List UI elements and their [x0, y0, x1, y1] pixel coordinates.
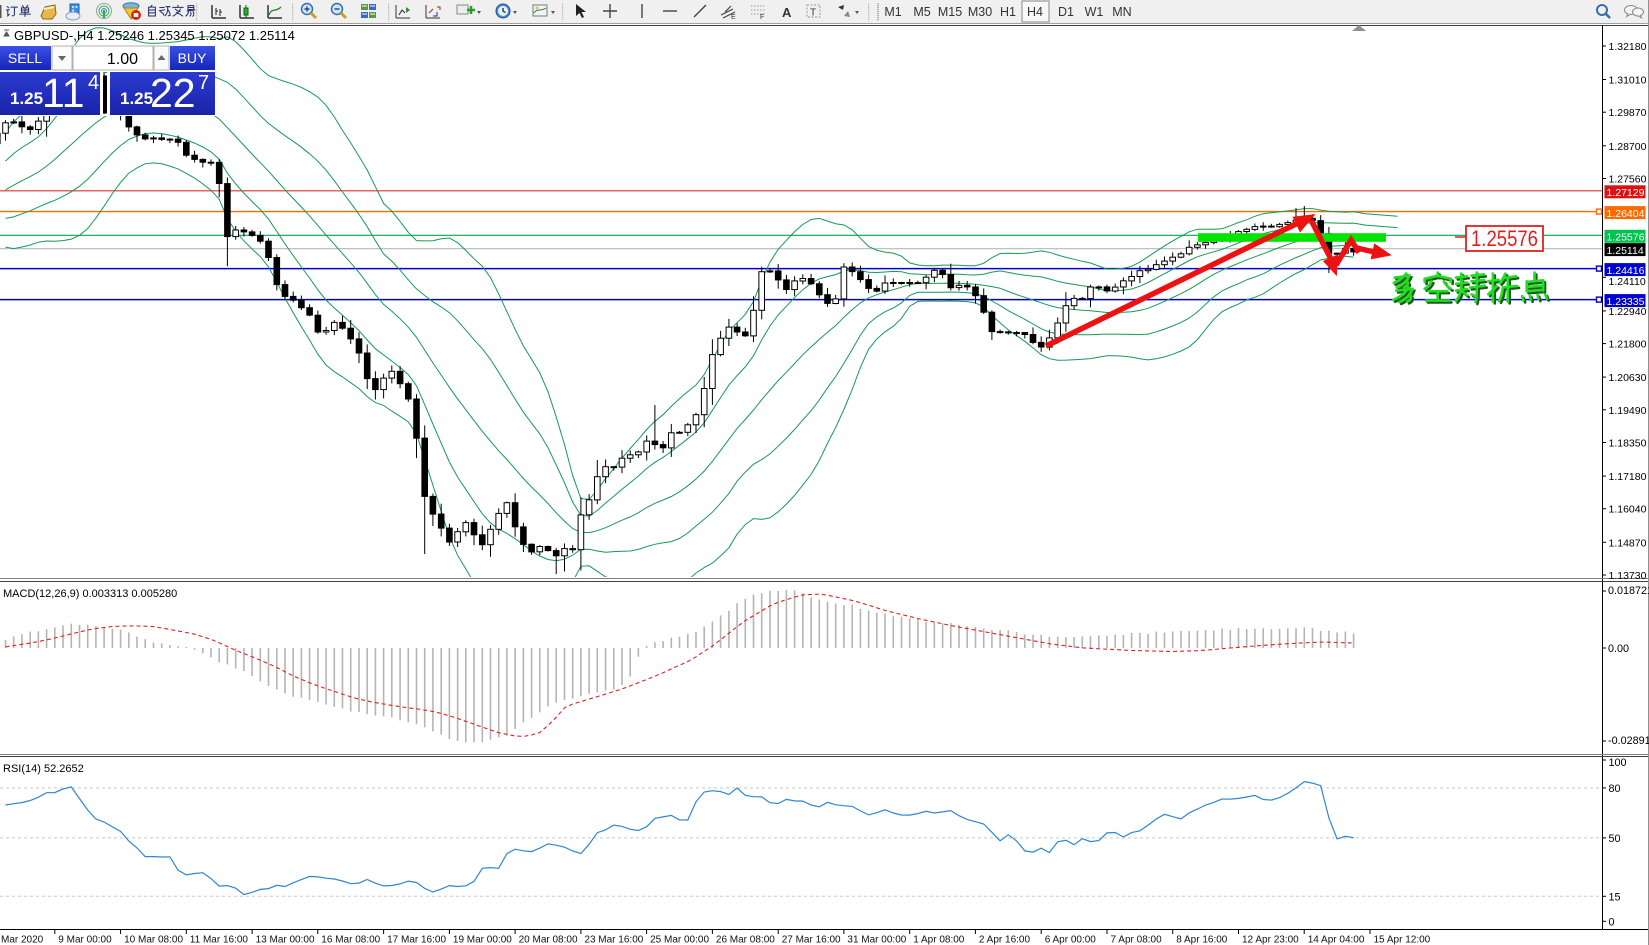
svg-text:4: 4: [88, 72, 99, 94]
svg-text:1.18350: 1.18350: [1609, 438, 1647, 450]
svg-text:19 Mar 00:00: 19 Mar 00:00: [453, 935, 512, 945]
svg-text:80: 80: [1609, 783, 1621, 795]
svg-text:1.23335: 1.23335: [1607, 296, 1645, 308]
svg-text:1.24416: 1.24416: [1607, 265, 1645, 277]
svg-text:0.00: 0.00: [1608, 643, 1629, 655]
svg-text:0: 0: [1609, 916, 1615, 928]
svg-text:1.21800: 1.21800: [1609, 339, 1647, 351]
svg-text:16 Mar 08:00: 16 Mar 08:00: [321, 935, 380, 945]
svg-text:1.26404: 1.26404: [1607, 208, 1645, 220]
svg-text:8 Apr 16:00: 8 Apr 16:00: [1176, 935, 1228, 945]
svg-text:0.018721: 0.018721: [1608, 585, 1649, 597]
svg-text:1.25: 1.25: [120, 89, 153, 108]
svg-text:1.27560: 1.27560: [1609, 174, 1647, 186]
svg-text:27 Mar 16:00: 27 Mar 16:00: [782, 935, 841, 945]
svg-text:Mar 2020: Mar 2020: [1, 935, 44, 945]
svg-text:-0.028913: -0.028913: [1608, 735, 1649, 747]
svg-text:7: 7: [198, 72, 209, 94]
svg-text:1.13730: 1.13730: [1609, 570, 1647, 582]
svg-text:6 Apr 00:00: 6 Apr 00:00: [1045, 935, 1097, 945]
svg-text:17 Mar 16:00: 17 Mar 16:00: [387, 935, 446, 945]
svg-text:1.25576: 1.25576: [1607, 232, 1645, 244]
svg-text:11 Mar 16:00: 11 Mar 16:00: [190, 935, 249, 945]
svg-text:13 Mar 00:00: 13 Mar 00:00: [256, 935, 315, 945]
svg-text:A: A: [782, 5, 792, 20]
svg-text:M5: M5: [913, 5, 930, 19]
svg-text:15 Apr 12:00: 15 Apr 12:00: [1374, 935, 1431, 945]
svg-text:22: 22: [150, 70, 196, 116]
svg-text:1.31010: 1.31010: [1609, 75, 1647, 87]
svg-text:MN: MN: [1112, 5, 1131, 19]
svg-text:1.32180: 1.32180: [1609, 41, 1647, 53]
svg-text:W1: W1: [1085, 5, 1104, 19]
svg-text:1.20630: 1.20630: [1609, 372, 1647, 384]
svg-text:11: 11: [42, 70, 85, 116]
svg-text:M15: M15: [938, 5, 962, 19]
svg-text:GBPUSD-,H4 1.25246 1.25345 1.: GBPUSD-,H4 1.25246 1.25345 1.25072 1.251…: [14, 28, 295, 43]
svg-text:E: E: [731, 14, 736, 21]
svg-text:100: 100: [1609, 757, 1627, 769]
svg-text:1.22940: 1.22940: [1609, 306, 1647, 318]
svg-text:RSI(14) 52.2652: RSI(14) 52.2652: [3, 763, 84, 775]
svg-text:1.27129: 1.27129: [1607, 187, 1645, 199]
svg-text:T: T: [810, 8, 816, 19]
svg-text:1.25576: 1.25576: [1471, 226, 1538, 251]
svg-text:SELL: SELL: [8, 50, 42, 66]
svg-text:1.00: 1.00: [107, 51, 138, 68]
svg-text:1.24110: 1.24110: [1609, 276, 1646, 288]
svg-text:50: 50: [1609, 833, 1621, 845]
svg-text:10 Mar 08:00: 10 Mar 08:00: [124, 935, 183, 945]
svg-text:MACD(12,26,9) 0.003313 0.00528: MACD(12,26,9) 0.003313 0.005280: [3, 588, 177, 600]
svg-text:1.25114: 1.25114: [1607, 245, 1644, 257]
svg-text:9 Mar 00:00: 9 Mar 00:00: [58, 935, 112, 945]
svg-text:7 Apr 08:00: 7 Apr 08:00: [1111, 935, 1163, 945]
svg-text:1.14870: 1.14870: [1609, 537, 1647, 549]
svg-text:14 Apr 04:00: 14 Apr 04:00: [1308, 935, 1365, 945]
svg-text:20 Mar 08:00: 20 Mar 08:00: [519, 935, 578, 945]
svg-text:M30: M30: [968, 5, 992, 19]
svg-text:1.28700: 1.28700: [1609, 141, 1647, 153]
svg-text:H4: H4: [1027, 5, 1043, 19]
svg-text:1.25: 1.25: [10, 89, 43, 108]
svg-text:1.16040: 1.16040: [1609, 504, 1647, 516]
svg-text:1.29870: 1.29870: [1609, 107, 1647, 119]
svg-text:H1: H1: [1000, 5, 1016, 19]
svg-text:23 Mar 16:00: 23 Mar 16:00: [584, 935, 643, 945]
svg-text:F: F: [760, 14, 764, 21]
svg-text:15: 15: [1609, 891, 1621, 903]
svg-text:1.19490: 1.19490: [1609, 405, 1647, 417]
svg-text:12 Apr 23:00: 12 Apr 23:00: [1242, 935, 1299, 945]
svg-text:26 Mar 08:00: 26 Mar 08:00: [716, 935, 775, 945]
svg-text:25 Mar 00:00: 25 Mar 00:00: [650, 935, 709, 945]
svg-text:D1: D1: [1058, 5, 1074, 19]
svg-text:2 Apr 16:00: 2 Apr 16:00: [979, 935, 1031, 945]
svg-text:1 Apr 08:00: 1 Apr 08:00: [913, 935, 965, 945]
svg-text:BUY: BUY: [178, 50, 207, 66]
svg-text:1.17180: 1.17180: [1609, 471, 1647, 483]
svg-text:M1: M1: [884, 5, 901, 19]
svg-text:31 Mar 00:00: 31 Mar 00:00: [847, 935, 906, 945]
